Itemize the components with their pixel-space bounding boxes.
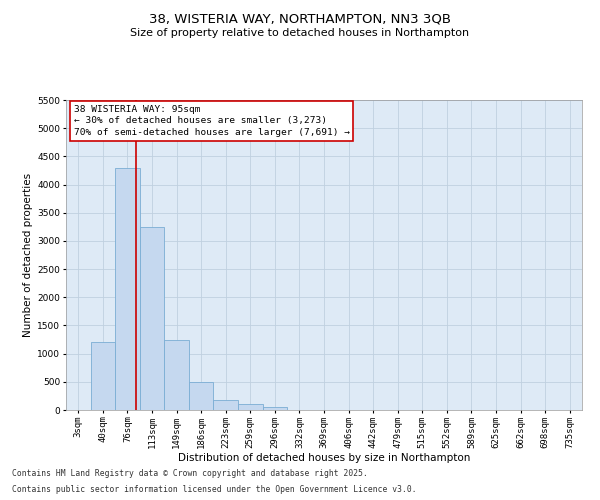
Text: Contains HM Land Registry data © Crown copyright and database right 2025.: Contains HM Land Registry data © Crown c… xyxy=(12,468,368,477)
Y-axis label: Number of detached properties: Number of detached properties xyxy=(23,173,33,337)
Bar xyxy=(263,407,287,410)
Text: 38, WISTERIA WAY, NORTHAMPTON, NN3 3QB: 38, WISTERIA WAY, NORTHAMPTON, NN3 3QB xyxy=(149,12,451,26)
Bar xyxy=(115,168,140,410)
X-axis label: Distribution of detached houses by size in Northampton: Distribution of detached houses by size … xyxy=(178,454,470,464)
Bar xyxy=(189,382,214,410)
Bar xyxy=(164,340,189,410)
Text: 38 WISTERIA WAY: 95sqm
← 30% of detached houses are smaller (3,273)
70% of semi-: 38 WISTERIA WAY: 95sqm ← 30% of detached… xyxy=(74,104,350,137)
Text: Size of property relative to detached houses in Northampton: Size of property relative to detached ho… xyxy=(130,28,470,38)
Bar xyxy=(140,227,164,410)
Bar xyxy=(214,400,238,410)
Text: Contains public sector information licensed under the Open Government Licence v3: Contains public sector information licen… xyxy=(12,485,416,494)
Bar xyxy=(238,404,263,410)
Bar xyxy=(91,342,115,410)
